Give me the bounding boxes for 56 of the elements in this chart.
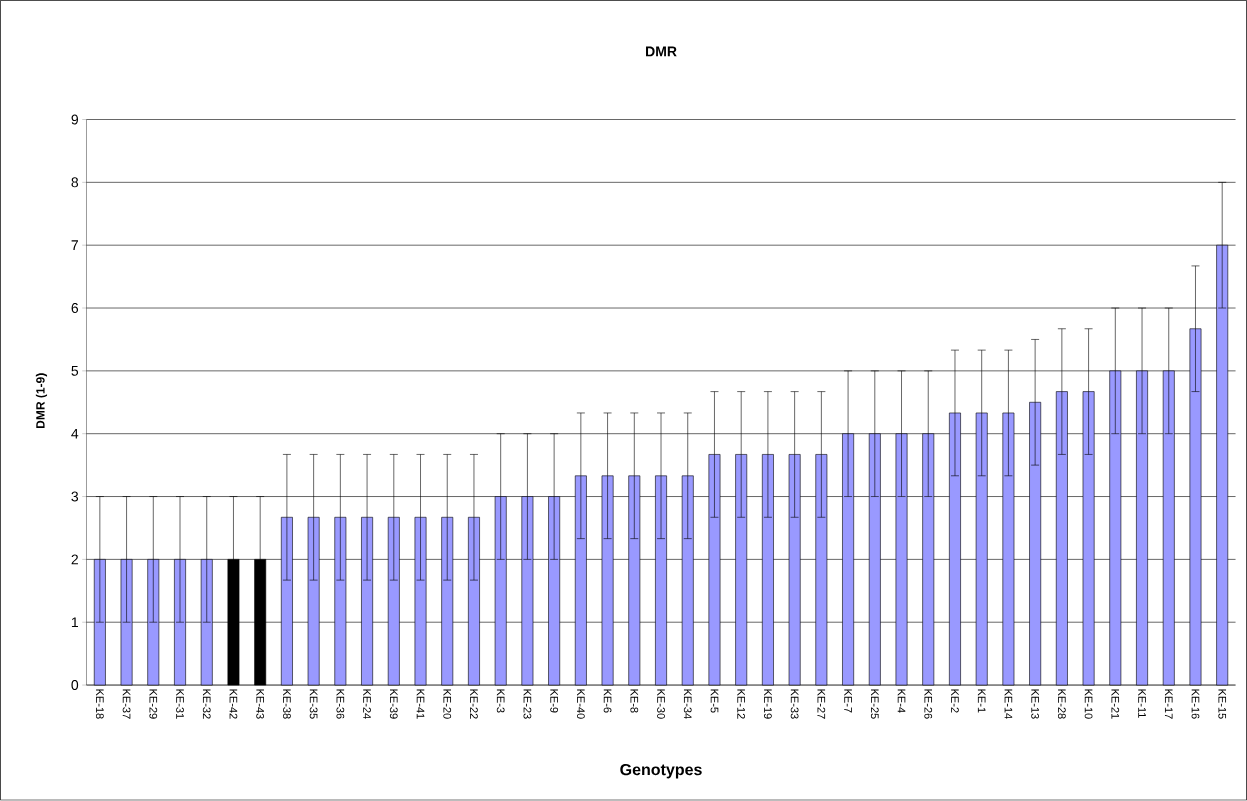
x-tick-label: KE-1 <box>977 689 986 713</box>
x-tick-label: KE-20 <box>443 689 452 719</box>
x-tick-label: KE-10 <box>1084 689 1093 719</box>
y-tick-label: 7 <box>71 240 78 251</box>
x-tick-label: KE-41 <box>416 689 425 719</box>
x-tick-label: KE-6 <box>603 689 612 713</box>
x-tick-label: KE-35 <box>309 689 318 719</box>
x-tick-label: KE-21 <box>1111 689 1120 719</box>
x-tick-label: KE-5 <box>710 689 719 713</box>
x-tick-label: KE-26 <box>924 689 933 719</box>
x-tick-label: KE-22 <box>470 689 478 719</box>
y-tick-label: 1 <box>71 617 78 628</box>
x-tick-label: KE-13 <box>1031 689 1040 719</box>
y-tick-label: 5 <box>71 366 79 376</box>
x-tick-label: KE-8 <box>630 689 639 713</box>
x-tick-label: KE-19 <box>764 689 772 719</box>
x-tick-label: KE-37 <box>122 689 131 719</box>
x-tick-label: KE-11 <box>1138 689 1146 719</box>
x-tick-label: KE-14 <box>1004 689 1013 720</box>
y-tick-label: 4 <box>71 429 79 439</box>
x-axis-title: Genotypes <box>620 764 702 779</box>
x-tick-label: KE-16 <box>1191 689 1200 719</box>
x-tick-label: KE-12 <box>737 689 746 719</box>
x-tick-label: KE-43 <box>256 689 265 719</box>
x-tick-label: KE-15 <box>1218 689 1227 719</box>
y-tick-label: 2 <box>71 554 78 565</box>
y-tick-label: 6 <box>71 303 79 314</box>
y-axis-title: DMR (1-9) <box>35 373 48 429</box>
x-tick-label: KE-32 <box>202 689 211 719</box>
y-tick-label: 8 <box>71 177 79 188</box>
y-tick-label: 3 <box>71 491 79 502</box>
x-tick-label: KE-9 <box>550 689 559 713</box>
x-tick-label: KE-31 <box>176 689 184 719</box>
x-tick-label: KE-4 <box>897 689 906 713</box>
x-tick-label: KE-42 <box>229 689 238 719</box>
x-tick-label: KE-27 <box>817 689 826 719</box>
x-tick-label: KE-33 <box>790 689 799 719</box>
x-tick-label: KE-29 <box>149 689 158 719</box>
y-tick-label: 0 <box>71 680 79 691</box>
y-tick-label: 9 <box>71 114 79 125</box>
x-tick-label: KE-40 <box>576 689 585 719</box>
x-tick-label: KE-17 <box>1164 689 1173 719</box>
chart-title: DMR <box>646 46 677 57</box>
x-tick-label: KE-23 <box>523 689 532 719</box>
x-tick-label: KE-25 <box>870 689 879 719</box>
x-tick-label: KE-38 <box>283 689 291 719</box>
x-tick-label: KE-28 <box>1057 689 1066 719</box>
x-tick-label: KE-36 <box>336 689 345 719</box>
x-tick-label: KE-34 <box>683 689 692 720</box>
x-tick-label: KE-7 <box>844 689 852 713</box>
x-tick-label: KE-3 <box>496 689 505 713</box>
x-tick-label: KE-2 <box>951 689 959 713</box>
x-tick-label: KE-30 <box>657 689 665 719</box>
x-tick-label: KE-39 <box>389 689 398 719</box>
x-tick-label: KE-24 <box>363 689 371 720</box>
x-tick-label: KE-18 <box>95 689 104 719</box>
